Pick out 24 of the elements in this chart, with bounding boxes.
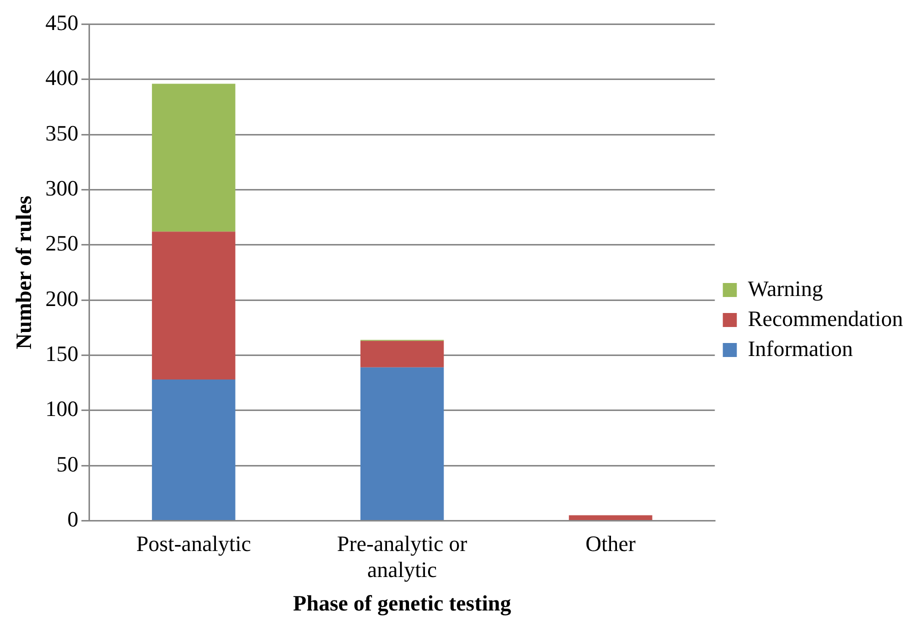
y-tick-label: 200 [45,286,78,311]
bar [152,232,236,380]
y-tick-label: 50 [56,451,78,476]
y-tick-label: 150 [45,341,78,366]
x-tick-label: Post-analytic [136,530,252,556]
bar [360,367,444,520]
y-tick-label: 0 [67,506,78,532]
y-tick-label: 300 [45,176,78,201]
x-tick-label: Pre-analytic or analytic [337,530,468,582]
bar [568,515,652,520]
y-axis-title: Number of rules [10,195,36,350]
legend-label: Information [748,336,853,361]
legend-label: Recommendation [748,306,904,331]
bar [360,340,444,368]
y-tick-label: 450 [45,10,78,35]
bar [152,84,236,232]
legend-label: Warning [748,276,824,301]
y-tick-label: 250 [45,230,78,256]
y-tick-label: 350 [45,120,78,146]
y-tick-label: 100 [45,396,78,422]
x-tick-label: Other [586,530,636,556]
bar [152,380,236,520]
y-tick-label: 400 [45,65,78,90]
x-axis-title: Phase of genetic testing [293,590,512,616]
